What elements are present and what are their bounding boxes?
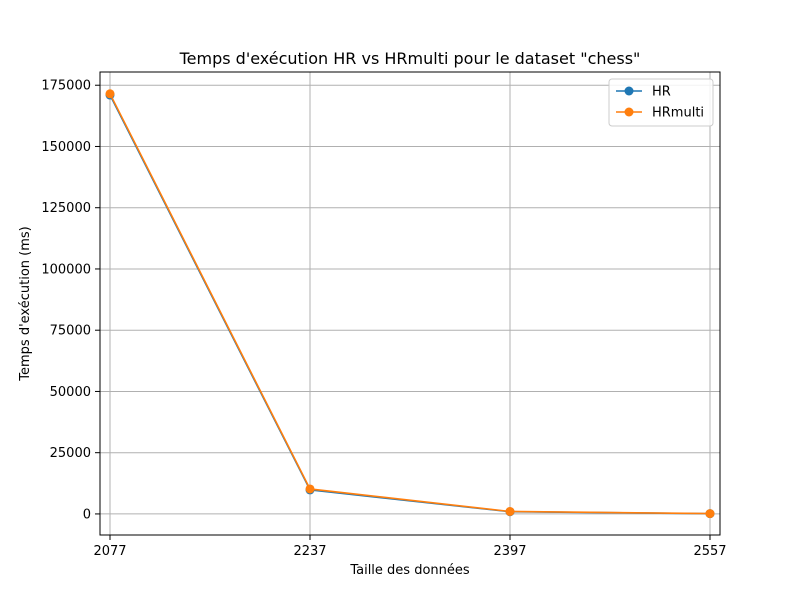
legend-entry-hr: HR	[616, 85, 671, 100]
y-axis: 0 25000 50000 75000 100000 125000 150000 175000	[41, 79, 100, 522]
series-line-hrmulti	[109, 93, 711, 515]
x-tick-label: 2237	[293, 544, 326, 559]
legend: HR HRmulti	[608, 78, 714, 127]
legend-marker-hrmulti	[624, 107, 634, 117]
grid	[100, 72, 720, 535]
y-tick-label: 25000	[50, 446, 91, 461]
data-point-hrmulti	[505, 506, 515, 516]
x-axis-label: Taille des données	[349, 563, 470, 578]
plot-area-frame	[99, 71, 721, 536]
x-tick-label: 2557	[693, 544, 726, 559]
x-tick-label: 2397	[493, 544, 526, 559]
y-tick-label: 125000	[41, 201, 91, 216]
y-tick-label: 0	[83, 507, 91, 522]
data-point-hrmulti	[105, 89, 115, 99]
legend-label-hrmulti: HRmulti	[652, 106, 704, 121]
y-tick-label: 150000	[41, 140, 91, 155]
series	[105, 89, 715, 519]
series-hrmulti	[105, 89, 715, 519]
data-point-hrmulti	[305, 484, 315, 494]
x-axis: 2077 2237 2397 2557	[93, 535, 727, 559]
y-tick-label: 75000	[50, 324, 91, 339]
legend-entry-hrmulti: HRmulti	[616, 106, 704, 121]
y-tick-label: 175000	[41, 79, 91, 94]
legend-label-hr: HR	[652, 85, 671, 100]
legend-marker-hr	[624, 86, 634, 96]
y-tick-label: 100000	[41, 262, 91, 277]
y-tick-label: 50000	[50, 385, 91, 400]
data-point-hrmulti	[705, 509, 715, 519]
chart-title: Temps d'exécution HR vs HRmulti pour le …	[179, 49, 641, 68]
y-axis-label: Temps d'exécution (ms)	[18, 226, 33, 381]
x-tick-label: 2077	[93, 544, 126, 559]
